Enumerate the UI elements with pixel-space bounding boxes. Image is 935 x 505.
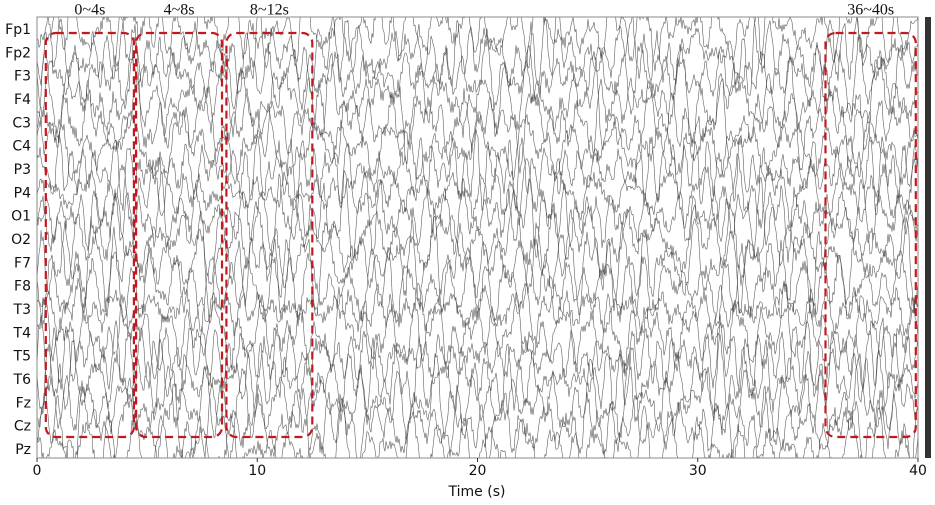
eeg-trace-texture	[37, 169, 918, 263]
eeg-trace-texture	[37, 314, 918, 394]
eeg-trace-texture	[37, 153, 918, 230]
channel-label: T5	[13, 349, 31, 365]
channel-label: T3	[13, 302, 31, 318]
channel-label: T6	[13, 372, 32, 388]
eeg-trace-texture	[37, 382, 918, 458]
channel-label: C3	[12, 115, 31, 131]
x-tick-label: 30	[689, 463, 707, 479]
channel-label: Fz	[16, 395, 31, 411]
eeg-trace-texture	[37, 189, 918, 289]
window-label: 36~40s	[847, 2, 894, 19]
channel-label: F4	[14, 92, 31, 108]
eeg-trace-texture	[37, 129, 918, 216]
traces	[37, 17, 918, 458]
window-label: 0~4s	[74, 2, 105, 19]
channel-label: Fp2	[5, 45, 31, 61]
eeg-trace-texture	[37, 334, 918, 421]
channel-label: Cz	[14, 419, 31, 435]
channel-label: T4	[13, 325, 32, 341]
channel-label: O1	[11, 209, 31, 225]
channel-label: Fp1	[5, 22, 31, 38]
x-tick-label: 10	[248, 463, 266, 479]
eeg-trace-texture	[37, 34, 918, 123]
eeg-trace-texture	[37, 397, 918, 458]
eeg-trace-texture	[37, 17, 918, 98]
channel-label: F7	[14, 255, 31, 271]
eeg-trace-texture	[37, 242, 918, 332]
x-tick-label: 20	[469, 463, 487, 479]
channel-label: F8	[14, 279, 31, 295]
eeg-trace-texture	[37, 207, 918, 324]
x-tick-label: 40	[909, 463, 927, 479]
window-box	[225, 31, 314, 439]
channel-label: Pz	[15, 442, 31, 458]
x-tick-label: 0	[33, 463, 42, 479]
eeg-trace-texture	[37, 37, 918, 164]
channel-label: F3	[14, 69, 31, 85]
eeg-trace-texture	[37, 353, 918, 446]
eeg-trace-texture	[37, 280, 918, 386]
eeg-trace-texture	[37, 103, 918, 193]
right-bar	[925, 17, 931, 458]
channel-label: P3	[14, 162, 31, 178]
eeg-trace-texture	[37, 70, 918, 175]
eeg-trace-texture	[37, 17, 918, 77]
window-box	[135, 31, 224, 439]
channel-label: P4	[14, 185, 31, 201]
channel-label: C4	[12, 139, 31, 155]
window-box	[824, 31, 917, 439]
window-label: 8~12s	[250, 2, 289, 19]
channel-label: O2	[11, 232, 31, 248]
x-axis-label: Time (s)	[448, 484, 506, 500]
window-label: 4~8s	[164, 2, 195, 19]
window-box	[44, 31, 136, 439]
